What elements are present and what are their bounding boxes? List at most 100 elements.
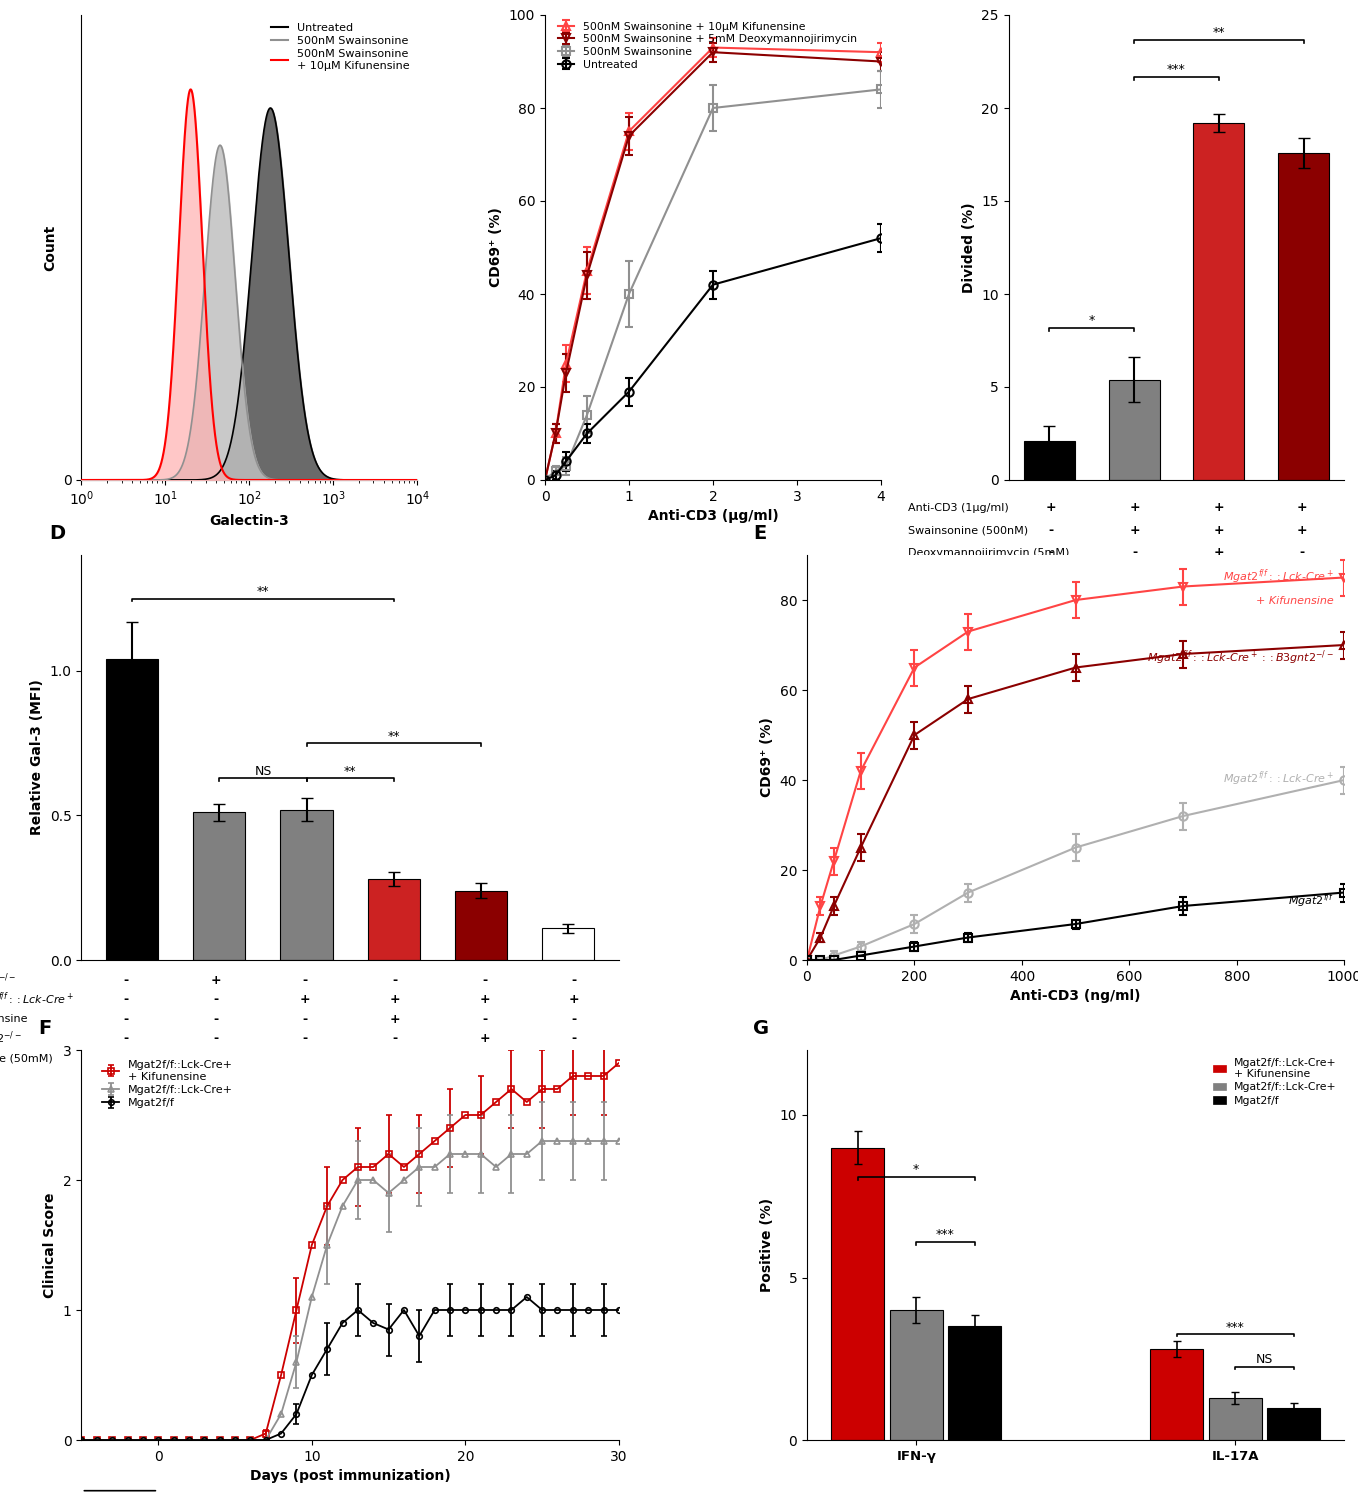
Text: -: - (482, 1052, 488, 1065)
Text: -: - (1048, 546, 1052, 560)
Text: **: ** (387, 730, 401, 742)
Text: +: + (1213, 546, 1224, 560)
Bar (1150, 1348, 1203, 1440)
Text: -: - (1048, 568, 1052, 582)
Text: F: F (38, 1020, 52, 1038)
Text: $B3gnt2^{-/-}$: $B3gnt2^{-/-}$ (0, 1029, 22, 1048)
Bar (1278, 153, 1329, 480)
Legend: Mgat2f/f::Lck-Cre+
+ Kifunensine, Mgat2f/f::Lck-Cre+, Mgat2f/f: Mgat2f/f::Lck-Cre+ + Kifunensine, Mgat2f… (98, 1056, 238, 1113)
Text: -: - (1133, 568, 1137, 582)
Text: Deoxymannojirimycin (5mM): Deoxymannojirimycin (5mM) (907, 548, 1069, 558)
Text: NS: NS (254, 765, 272, 777)
Text: -: - (482, 1013, 488, 1026)
Bar (542, 928, 595, 960)
Text: -: - (303, 1032, 308, 1046)
Text: -: - (124, 1013, 129, 1026)
Text: Anti-CD3 (1μg/ml): Anti-CD3 (1μg/ml) (907, 503, 1009, 513)
Text: +: + (300, 993, 311, 1006)
Bar (831, 1148, 884, 1440)
Bar (1194, 123, 1244, 480)
Bar (1267, 1407, 1320, 1440)
Text: -: - (124, 1052, 129, 1065)
Text: -: - (392, 974, 398, 987)
Text: -: - (303, 1052, 308, 1065)
Y-axis label: Count: Count (43, 225, 57, 270)
Text: +: + (479, 1032, 490, 1046)
Text: Swainsonine (500nM): Swainsonine (500nM) (907, 525, 1028, 536)
X-axis label: Galectin-3: Galectin-3 (209, 514, 289, 528)
Text: -: - (1215, 568, 1221, 582)
Text: ***: *** (936, 1228, 955, 1242)
Text: +: + (479, 993, 490, 1006)
Text: -: - (392, 1032, 398, 1046)
Text: +: + (569, 1052, 580, 1065)
Bar (1108, 380, 1160, 480)
Bar (948, 1326, 1001, 1440)
Text: +: + (1213, 524, 1224, 537)
Text: $Mgat5^{-/-}$: $Mgat5^{-/-}$ (0, 970, 16, 990)
Bar (368, 879, 420, 960)
Text: -: - (213, 1013, 219, 1026)
Text: Kifunensine: Kifunensine (0, 1014, 29, 1025)
Text: *: * (913, 1164, 919, 1176)
Text: **: ** (1213, 26, 1225, 39)
Text: -: - (572, 1013, 577, 1026)
Text: **: ** (344, 765, 356, 777)
Text: $Mgat2^{f/f}::Lck$-$Cre^+::B3gnt2^{-/-}$: $Mgat2^{f/f}::Lck$-$Cre^+::B3gnt2^{-/-}$ (1148, 648, 1334, 666)
Text: G: G (754, 1020, 770, 1038)
Text: -: - (124, 993, 129, 1006)
X-axis label: Days (post immunization): Days (post immunization) (250, 1470, 451, 1484)
Text: -: - (1048, 524, 1052, 537)
Bar (1209, 1398, 1262, 1440)
Bar (455, 891, 508, 960)
Legend: Untreated, 500nM Swainsonine, 500nM Swainsonine
+ 10μM Kifunensine: Untreated, 500nM Swainsonine, 500nM Swai… (269, 21, 411, 74)
Text: +: + (390, 993, 401, 1006)
Bar (889, 1310, 942, 1440)
Legend: 500nM Swainsonine + 10μM Kifunensine, 500nM Swainsonine + 5mM Deoxymannojirimyci: 500nM Swainsonine + 10μM Kifunensine, 50… (557, 21, 858, 70)
Bar (1024, 441, 1074, 480)
Text: Lactose (50mM): Lactose (50mM) (0, 1053, 53, 1064)
Text: + Kifunensine: + Kifunensine (1256, 596, 1334, 606)
Text: -: - (392, 1052, 398, 1065)
X-axis label: Anti-CD3 (ng/ml): Anti-CD3 (ng/ml) (1010, 990, 1141, 1004)
Text: -: - (1133, 546, 1137, 560)
Text: -: - (303, 1013, 308, 1026)
Text: -: - (303, 974, 308, 987)
Text: E: E (754, 524, 766, 543)
Text: NS: NS (1256, 1353, 1272, 1366)
Text: -: - (213, 993, 219, 1006)
Text: $Mgat2^{f/f}$: $Mgat2^{f/f}$ (1287, 891, 1334, 909)
Text: *: * (1089, 314, 1095, 327)
Text: -: - (1300, 546, 1305, 560)
Text: +: + (1297, 568, 1308, 582)
Text: +: + (1130, 524, 1139, 537)
Text: -: - (213, 1032, 219, 1046)
Text: -: - (572, 974, 577, 987)
Text: -: - (213, 1052, 219, 1065)
Text: +: + (390, 1013, 401, 1026)
Text: -: - (124, 974, 129, 987)
Y-axis label: Relative Gal-3 (MFI): Relative Gal-3 (MFI) (30, 680, 45, 836)
Text: -: - (572, 1032, 577, 1046)
Legend: Mgat2f/f::Lck-Cre+
+ Kifunensine, Mgat2f/f::Lck-Cre+, Mgat2f/f: Mgat2f/f::Lck-Cre+ + Kifunensine, Mgat2f… (1210, 1056, 1339, 1108)
Bar (193, 813, 246, 960)
Text: $Mgat2^{f/f}::Lck$-$Cre^+$: $Mgat2^{f/f}::Lck$-$Cre^+$ (0, 990, 75, 1010)
X-axis label: Anti-CD3 (μg/ml): Anti-CD3 (μg/ml) (648, 510, 778, 524)
Text: +: + (210, 974, 221, 987)
Text: +: + (1213, 501, 1224, 515)
Y-axis label: Positive (%): Positive (%) (760, 1198, 774, 1292)
Text: -: - (482, 974, 488, 987)
Bar (106, 658, 159, 960)
Text: Kifunensine (5μM): Kifunensine (5μM) (907, 570, 1009, 580)
Y-axis label: Clinical Score: Clinical Score (43, 1192, 57, 1298)
Bar (280, 810, 333, 960)
Text: -: - (124, 1032, 129, 1046)
Text: +: + (569, 993, 580, 1006)
Y-axis label: Divided (%): Divided (%) (961, 202, 975, 292)
Y-axis label: CD69⁺ (%): CD69⁺ (%) (489, 207, 504, 288)
Text: ***: *** (1167, 63, 1186, 76)
Text: +: + (1046, 501, 1055, 515)
Text: ***: *** (1226, 1320, 1244, 1334)
Text: $Mgat2^{f/f}::Lck$-$Cre^+$: $Mgat2^{f/f}::Lck$-$Cre^+$ (1222, 567, 1334, 586)
Text: **: ** (257, 585, 269, 598)
